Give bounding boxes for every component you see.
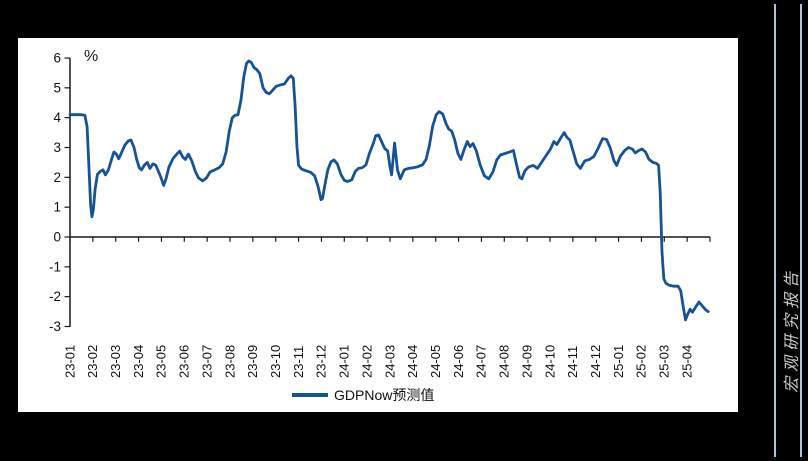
x-axis-tick-label: 24-08 <box>497 345 512 378</box>
x-axis-tick-label: 23-05 <box>154 345 169 378</box>
x-axis-tick-label: 23-02 <box>85 345 100 378</box>
x-axis-tick-label: 24-12 <box>588 345 603 378</box>
y-axis-tick-label: 3 <box>53 140 61 155</box>
x-axis-tick-label: 23-11 <box>291 346 306 378</box>
x-axis-tick-label: 23-08 <box>222 345 237 378</box>
y-axis-tick-label: 1 <box>53 200 61 215</box>
x-axis-tick-label: 24-01 <box>337 345 352 378</box>
x-axis-tick-label: 23-07 <box>199 345 214 378</box>
x-axis-tick-label: 24-11 <box>565 346 580 378</box>
chart-panel: 6 5 4 3 2 1 0 -1 -2 -3 23-01 23-02 23-03 23-04 23-05 23… <box>18 38 738 412</box>
side-rule-left <box>774 4 776 457</box>
y-axis-tick-label: 2 <box>53 170 61 185</box>
x-axis-tick-label: 24-02 <box>359 345 374 378</box>
y-axis-tick-label: 4 <box>53 110 61 125</box>
x-axis-tick-label: 24-05 <box>428 345 443 378</box>
x-axis-tick-label: 24-10 <box>542 345 557 378</box>
x-axis-tick-label: 25-02 <box>634 345 649 378</box>
series-line-gdpnow <box>68 59 710 322</box>
x-axis-tick-label: 23-10 <box>268 345 283 378</box>
legend-series-label: GDPNow预测值 <box>334 387 435 403</box>
x-axis-tick-label: 23-09 <box>245 345 260 378</box>
y-axis-tick-label: 6 <box>53 51 61 66</box>
x-axis-tick-label: 23-01 <box>62 345 77 378</box>
x-axis-tick-label: 25-04 <box>679 345 694 378</box>
y-axis-tick-label: 0 <box>53 230 61 245</box>
y-axis-tick-label: 5 <box>53 80 61 95</box>
x-axis-tick-label: 24-03 <box>382 345 397 378</box>
y-axis-tick-label: -2 <box>49 289 61 304</box>
legend-line-swatch <box>292 393 328 397</box>
x-axis-tick-label: 23-06 <box>177 345 192 378</box>
x-axis-tick-label: 25-03 <box>657 345 672 378</box>
x-axis-tick-label: 24-09 <box>519 345 534 378</box>
y-axis-unit-label: % <box>84 48 99 65</box>
side-banner-text: 宏观研究报告 <box>782 266 801 394</box>
y-axis-tick-label: -1 <box>49 259 61 274</box>
x-axis-tick-label: 24-06 <box>451 345 466 378</box>
x-axis-tick-label: 24-07 <box>474 345 489 378</box>
x-axis-tick-label: 23-03 <box>108 345 123 378</box>
x-axis-tick-label: 23-04 <box>131 345 146 378</box>
gdpnow-line-chart: 6 5 4 3 2 1 0 -1 -2 -323-01 23-02 23-03 23-04 23-05 23… <box>49 51 711 378</box>
legend: GDPNow预测值 <box>292 385 434 405</box>
y-axis-tick-label: -3 <box>49 319 61 334</box>
x-axis-tick-label: 23-12 <box>314 345 329 378</box>
side-rule-right <box>800 4 802 457</box>
x-axis-tick-label: 25-01 <box>611 345 626 378</box>
x-axis-tick-label: 24-04 <box>405 345 420 378</box>
